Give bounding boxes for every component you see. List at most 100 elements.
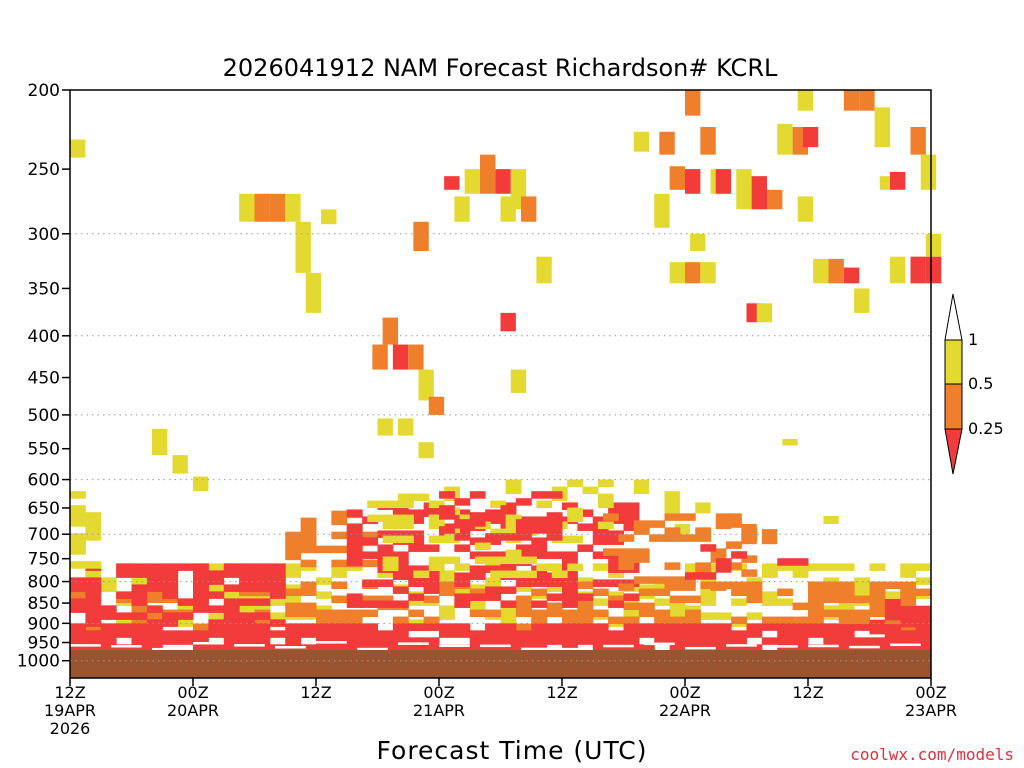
ri-fringe-cell [900, 581, 917, 590]
ri-boundary-cell [193, 637, 209, 645]
ri-fringe-cell [623, 616, 640, 625]
ri-mid-cell [505, 514, 522, 523]
ri-boundary-cell [208, 577, 225, 585]
ri-boundary-cell [592, 637, 609, 645]
ri-fringe-cell [285, 570, 302, 578]
ri-fringe-cell [70, 561, 86, 569]
y-tick-label: 850 [28, 594, 60, 614]
ri-boundary-cell [500, 637, 517, 645]
ri-boundary-cell [223, 570, 240, 578]
ri-cell [823, 516, 839, 524]
ri-fringe-cell [808, 602, 824, 611]
ri-mid-cell [454, 572, 471, 580]
ri-fringe-cell [562, 616, 578, 625]
ri-boundary-cell [792, 644, 809, 652]
ri-mid-cell [454, 509, 471, 517]
ri-mid-cell [423, 572, 440, 580]
y-tick-label: 650 [28, 499, 60, 519]
ri-fringe-cell [70, 491, 86, 499]
ri-cell [408, 344, 424, 370]
legend-bin-above-1 [944, 293, 963, 341]
ri-mid-cell [710, 583, 727, 591]
ri-cell [700, 262, 716, 284]
ri-fringe-cell [546, 584, 563, 592]
ri-mid-cell [331, 531, 348, 540]
ri-fringe-cell [331, 570, 348, 578]
ri-mid-cell [459, 514, 476, 523]
ri-boundary-cell [915, 605, 932, 614]
ri-mid-cell [633, 527, 650, 535]
ri-boundary-cell [131, 591, 148, 599]
ri-boundary-cell [469, 644, 486, 652]
ri-fringe-cell [685, 605, 701, 613]
ri-mid-cell [623, 509, 640, 517]
ri-fringe-cell [623, 602, 640, 611]
ri-mid-cell [536, 563, 553, 572]
ri-gap [890, 643, 921, 647]
ri-boundary-cell [515, 630, 532, 638]
chart-title: 2026041912 NAM Forecast Richardson# KCRL [223, 54, 778, 82]
ri-boundary-cell [100, 605, 117, 613]
ri-mid-cell [485, 565, 501, 573]
ri-fringe-cell [285, 588, 302, 597]
ri-mid-cell [316, 545, 332, 554]
ri-fringe-cell [285, 584, 302, 592]
ri-mid-cell [618, 534, 635, 542]
ri-mid-cell [562, 586, 578, 594]
ri-boundary-cell [254, 630, 271, 638]
ri-mid-cell [408, 593, 425, 601]
ri-boundary-cell [408, 637, 425, 645]
ri-mid-cell [362, 551, 378, 559]
x-tick-label: 22APR [659, 701, 711, 720]
ri-boundary-cell [285, 623, 302, 631]
ri-boundary-cell [469, 637, 486, 645]
ri-cell [782, 438, 798, 446]
legend-bin-below-0-25 [944, 428, 963, 475]
ri-mid-cell [346, 523, 363, 531]
ri-boundary-cell [208, 591, 225, 599]
ri-fringe-cell [362, 609, 378, 618]
ri-fringe-cell [316, 605, 332, 613]
ri-fringe-cell [162, 595, 179, 604]
ri-boundary-cell [346, 630, 363, 638]
ri-cell [70, 139, 86, 158]
ri-fringe-cell [915, 588, 932, 597]
ri-mid-cell [715, 565, 732, 573]
ri-mid-cell [485, 509, 501, 517]
ri-fringe-cell [854, 591, 870, 599]
ri-mid-cell [700, 572, 717, 580]
ri-mid-cell [469, 565, 486, 573]
ri-fringe-cell [70, 588, 86, 597]
ri-boundary-cell [254, 570, 271, 578]
ri-boundary-cell [823, 623, 840, 631]
ri-mid-cell [546, 512, 563, 520]
ri-fringe-cell [546, 609, 563, 618]
ri-gap [480, 644, 511, 648]
ri-mid-cell [531, 491, 548, 499]
ri-boundary-cell [223, 637, 240, 645]
ri-mid-cell [398, 493, 414, 502]
ri-mid-cell [664, 513, 681, 521]
low-level-ri-layer [70, 479, 932, 652]
ri-boundary-cell [70, 623, 86, 631]
ri-gap [685, 646, 716, 650]
ri-fringe-cell [254, 588, 271, 597]
ri-boundary-cell [838, 644, 855, 652]
ri-mid-cell [500, 600, 517, 608]
ri-fringe-cell [146, 588, 163, 597]
ri-fringe-cell [777, 598, 794, 606]
ri-mid-cell [500, 586, 517, 594]
ri-mid-cell [695, 562, 712, 570]
ri-boundary-cell [131, 584, 148, 592]
ri-boundary-cell [900, 605, 917, 614]
ri-fringe-cell [669, 605, 686, 613]
ri-boundary-cell [531, 630, 548, 638]
ri-boundary-cell [577, 623, 594, 631]
ri-gap [439, 644, 470, 647]
ri-boundary-cell [131, 644, 148, 652]
ri-mid-cell [679, 513, 696, 521]
ri-boundary-cell [316, 644, 332, 652]
ri-cell [428, 396, 445, 415]
credit-link[interactable]: coolwx.com/models [850, 745, 1014, 764]
ri-mid-cell [679, 534, 696, 542]
